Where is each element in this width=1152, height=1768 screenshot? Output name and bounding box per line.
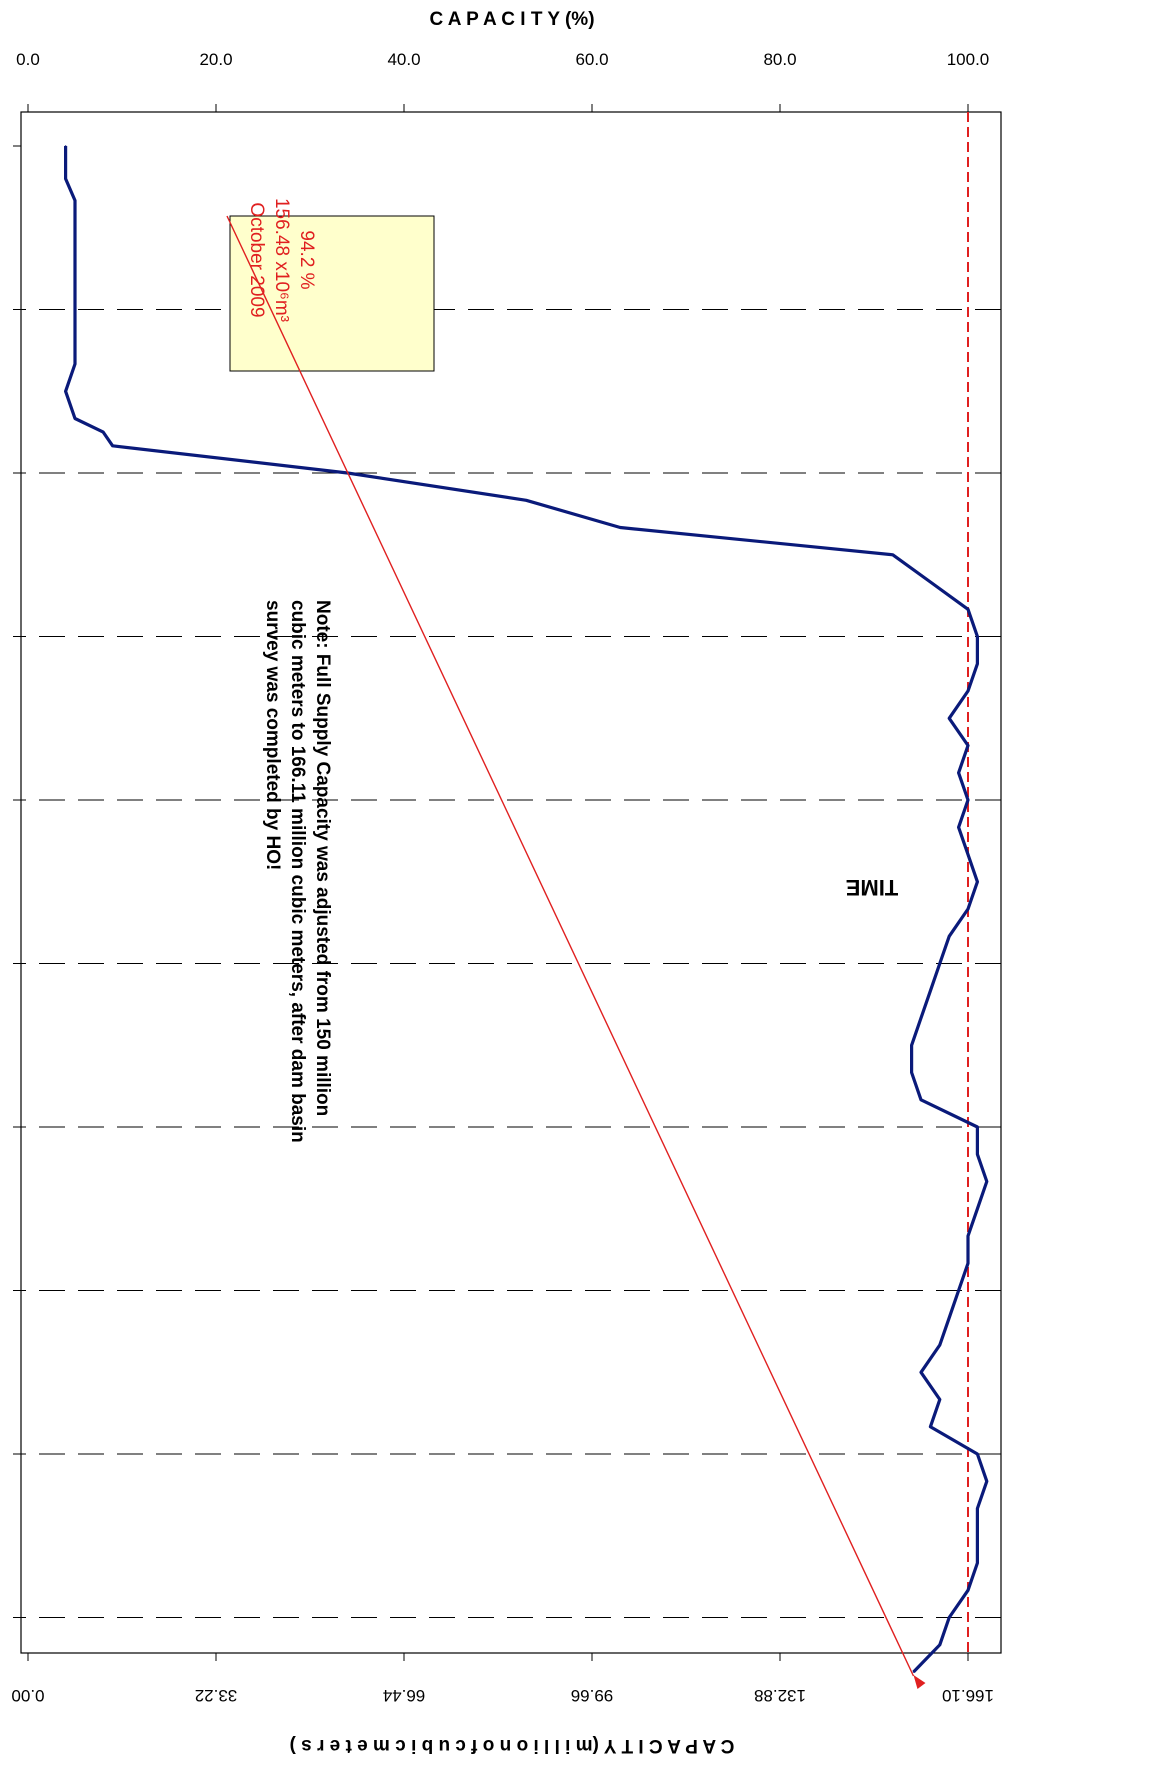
capacity-data-point [976, 663, 979, 665]
annotation-line-1: 94.2 % [296, 230, 317, 289]
capacity-data-point [910, 1071, 913, 1074]
capacity-data-point [74, 417, 76, 420]
capacity-data-point [976, 1535, 979, 1537]
capacity-data-point [74, 363, 76, 365]
capacity-data-point [929, 990, 932, 992]
capacity-data-point [64, 177, 67, 180]
right-tick-label: 166.10 [942, 1686, 994, 1705]
annotation-arrowhead [913, 1675, 926, 1689]
note-line-3: survey was completed by HO! [262, 600, 283, 870]
capacity-data-point [891, 554, 894, 556]
note-line-1: Note: Full Supply Capacity was adjusted … [312, 600, 333, 1116]
left-tick-label: 40.0 [387, 50, 420, 69]
left-tick-label: 100.0 [947, 50, 990, 69]
left-tick-label: 60.0 [575, 50, 608, 69]
capacity-data-point [967, 1235, 969, 1237]
capacity-data-point [939, 1344, 941, 1346]
capacity-data-point [929, 581, 932, 583]
capacity-data-point [939, 1398, 941, 1401]
right-tick-label: 99.66 [571, 1686, 614, 1705]
capacity-data-point [912, 1671, 915, 1673]
capacity-data-point [74, 254, 76, 256]
capacity-data-point [967, 690, 969, 692]
capacity-data-point [910, 1044, 913, 1047]
capacity-data-point [619, 526, 621, 529]
right-tick-label: 0.00 [11, 1686, 44, 1705]
capacity-data-point [976, 1126, 979, 1128]
capacity-data-point [920, 1371, 922, 1374]
capacity-data-point [967, 1589, 969, 1592]
capacity-data-point [948, 1317, 950, 1319]
capacity-data-point [74, 336, 76, 338]
capacity-data-point [957, 826, 960, 829]
capacity-data-point [967, 744, 969, 747]
capacity-data-point [967, 799, 969, 801]
right-tick-label: 132.88 [754, 1686, 806, 1705]
capacity-data-point [102, 431, 104, 433]
capacity-data-point [957, 772, 960, 774]
note-text: Note: Full Supply Capacity was adjusted … [262, 600, 333, 1143]
capacity-data-point [976, 635, 979, 638]
capacity-data-point [929, 1426, 932, 1428]
capacity-data-point [967, 1262, 969, 1265]
capacity-data-point [74, 308, 76, 311]
capacity-data-point [64, 390, 67, 393]
left-tick-label: 0.0 [16, 50, 40, 69]
capacity-data-point [111, 445, 114, 447]
capacity-data-point [64, 145, 67, 147]
capacity-data-point [976, 1562, 979, 1564]
capacity-data-point [920, 1017, 922, 1019]
capacity-data-point [939, 962, 941, 965]
x-axis-title: TIME [846, 875, 899, 900]
annotation-arrow [226, 215, 915, 1677]
capacity-data-point [74, 199, 76, 202]
capacity-data-point [986, 1180, 988, 1183]
capacity-data-point [948, 717, 950, 720]
plot-area [20, 111, 1002, 1654]
capacity-data-point [957, 1289, 960, 1292]
capacity-data-point [976, 1153, 979, 1156]
capacity-data-point [976, 1208, 979, 1210]
capacity-data-point [976, 1507, 979, 1510]
left-tick-label: 20.0 [199, 50, 232, 69]
right-axis-title: C A P A C I T Y (m i l l i o n o f c u b… [290, 1735, 735, 1756]
annotation-line-3: October 2009 [246, 202, 267, 317]
capacity-data-point [948, 1616, 950, 1619]
capacity-series-line [63, 146, 989, 1674]
annotation-line-2: 156.48 x10⁶m³ [271, 198, 292, 322]
capacity-data-point [986, 1480, 988, 1483]
capacity-data-point [525, 499, 527, 502]
capacity-data-point [967, 853, 969, 856]
annotation-callout: 94.2 % 156.48 x10⁶m³ October 2009 [226, 198, 926, 1689]
capacity-data-point [74, 227, 76, 229]
capacity-data-point [920, 1099, 922, 1101]
capacity-data-point [976, 881, 979, 883]
capacity-data-point [74, 281, 76, 284]
capacity-data-point [976, 1139, 979, 1142]
right-tick-label: 66.44 [383, 1686, 426, 1705]
capacity-data-point [976, 1453, 979, 1455]
left-tick-label: 80.0 [763, 50, 796, 69]
right-tick-label: 33.22 [195, 1686, 238, 1705]
left-axis-title: C A P A C I T Y (%) [429, 9, 594, 30]
capacity-data-point [939, 1644, 941, 1646]
note-line-2: cubic meters to 166.11 million cubic met… [287, 600, 308, 1143]
capacity-data-point [967, 908, 969, 910]
capacity-data-point [976, 649, 979, 651]
capacity-data-point [948, 935, 950, 938]
capacity-data-point [967, 608, 969, 611]
